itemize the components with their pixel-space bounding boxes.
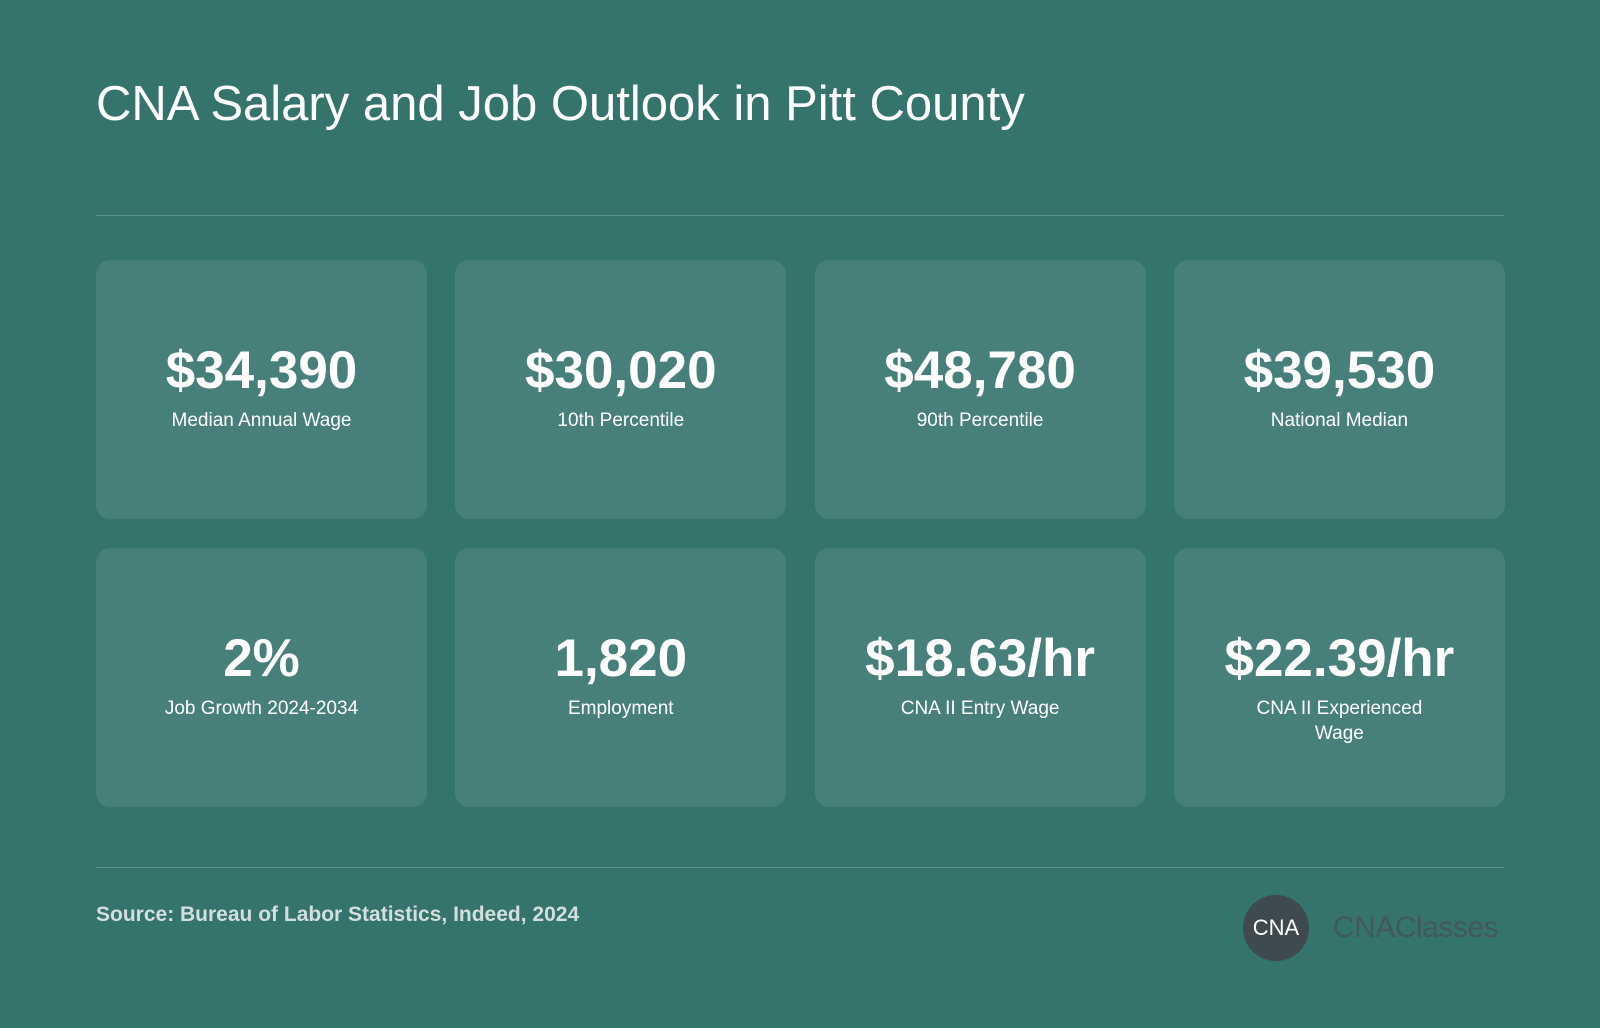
stat-value: 2% [223,629,300,688]
title: CNA Salary and Job Outlook in Pitt Count… [96,77,1025,131]
stat-value: 1,820 [554,629,688,688]
stat-card: $30,020 10th Percentile [455,260,787,519]
stat-label: Employment [567,698,674,719]
stat-label: 90th Percentile [916,410,1044,431]
stat-label: National Median [1270,410,1409,431]
divider [96,867,1504,868]
stat-card: $18.63/hr CNA II Entry Wage [814,548,1146,807]
logo-text: CNAClasses [1333,911,1499,944]
stat-value: $48,780 [884,341,1076,400]
stat-label: Job Growth 2024-2034 [164,698,359,719]
stat-card: $39,530 National Median [1173,260,1505,519]
stat-label: CNA II Experienced Wage [1256,698,1423,744]
stat-value: $18.63/hr [865,629,1096,688]
stats-grid: $34,390 Median Annual Wage $30,020 10th Per… [96,260,1505,807]
stat-card: $48,780 90th Percentile [814,260,1146,519]
source: Source: Bureau of Labor Statistics, Inde… [96,903,580,926]
divider [96,215,1504,216]
stat-card: $22.39/hr CNA II Experienced Wage [1173,548,1505,807]
stat-label: Median Annual Wage [171,410,352,431]
logo-mark: CNA [1243,895,1309,961]
stat-value: $34,390 [165,341,358,400]
stat-value: $22.39/hr [1224,629,1455,688]
stat-card: $34,390 Median Annual Wage [96,260,427,519]
stat-card: 2% Job Growth 2024-2034 [96,548,427,807]
stat-label: CNA II Entry Wage [900,698,1060,719]
stat-label: 10th Percentile [557,410,685,431]
stat-card: 1,820 Employment [455,548,787,807]
stat-value: $30,020 [525,341,717,400]
stat-value: $39,530 [1243,341,1436,400]
